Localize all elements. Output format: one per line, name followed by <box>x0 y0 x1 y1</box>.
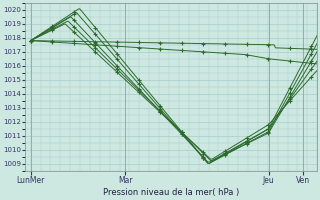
X-axis label: Pression niveau de la mer( hPa ): Pression niveau de la mer( hPa ) <box>103 188 239 197</box>
